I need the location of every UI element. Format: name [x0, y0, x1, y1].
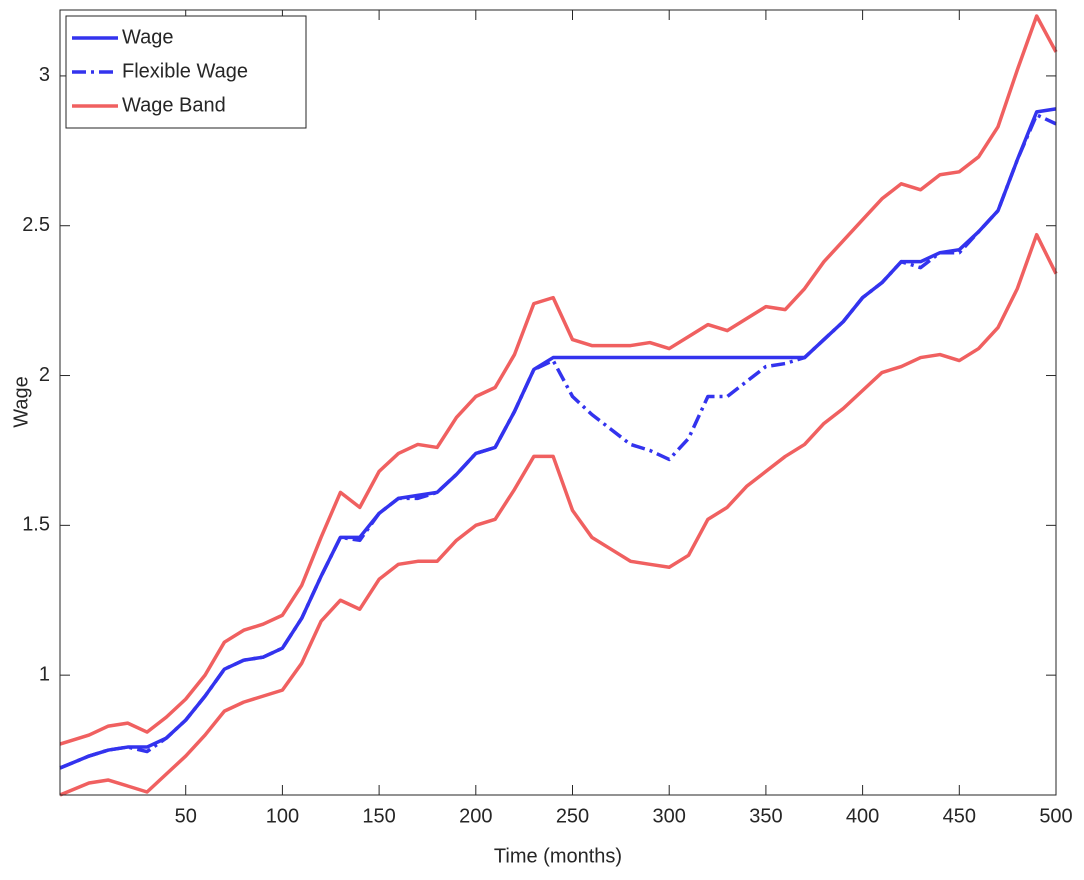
x-tick-label: 250 [556, 805, 589, 827]
y-axis-label: Wage [10, 376, 32, 428]
x-tick-label: 450 [943, 805, 976, 827]
plot-area [60, 10, 1056, 795]
legend-label: Flexible Wage [122, 60, 248, 82]
x-tick-label: 400 [846, 805, 879, 827]
x-axis-label: Time (months) [494, 845, 622, 867]
x-tick-label: 150 [362, 805, 395, 827]
y-tick-label: 2.5 [22, 214, 50, 236]
legend-label: Wage Band [122, 94, 226, 116]
y-tick-label: 1.5 [22, 514, 50, 536]
x-tick-label: 300 [653, 805, 686, 827]
x-tick-label: 350 [749, 805, 782, 827]
legend-label: Wage [122, 26, 174, 48]
x-tick-label: 50 [175, 805, 197, 827]
y-tick-label: 1 [39, 663, 50, 685]
y-tick-label: 2 [39, 364, 50, 386]
series-line [59, 113, 1057, 770]
x-tick-label: 100 [266, 805, 299, 827]
series-line [59, 232, 1058, 797]
axes-box [59, 9, 1057, 796]
y-tick-label: 3 [39, 64, 50, 86]
x-tick-label: 200 [459, 805, 492, 827]
x-tick-label: 500 [1039, 805, 1072, 827]
series-line [59, 14, 1058, 746]
